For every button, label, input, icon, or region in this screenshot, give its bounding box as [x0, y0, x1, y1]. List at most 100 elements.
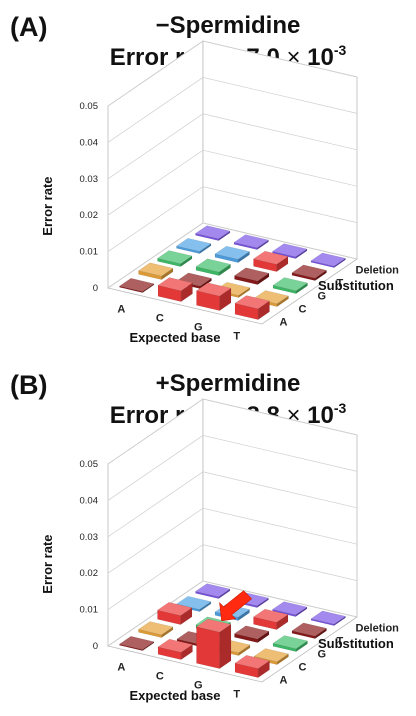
gridline [107, 471, 358, 538]
bar-C-A [157, 638, 193, 660]
bar-face [176, 237, 212, 252]
bar-face [157, 250, 193, 264]
bar-face [234, 655, 270, 669]
bar-A-A [119, 278, 155, 293]
y-category-label: G [318, 291, 327, 303]
bar-T-G [272, 277, 308, 294]
bar-G-G [234, 267, 270, 285]
bar-face [119, 278, 155, 292]
bar-face [176, 595, 212, 610]
bar-T-A [234, 655, 270, 678]
bar-face [138, 262, 174, 277]
bar-face [196, 618, 232, 633]
gridline [107, 222, 358, 289]
bar-G-T [253, 608, 289, 630]
y-category-label: C [299, 662, 307, 674]
y-category-label: Deletion [356, 623, 400, 635]
bar-C-T [214, 245, 250, 263]
bar-A-G [157, 602, 193, 625]
gridline [107, 507, 358, 574]
x-axis-label: Expected base [129, 688, 220, 703]
bar-T-Deletion [310, 252, 346, 268]
gridline [107, 113, 358, 180]
x-category-label: G [194, 680, 203, 692]
z-axis-label: Error rate [40, 176, 55, 235]
bar-face [157, 602, 193, 616]
panel-label: (B) [10, 370, 48, 400]
z-tick-label: 0 [93, 283, 98, 294]
bar-face [196, 626, 220, 669]
x-category-label: A [117, 304, 125, 316]
z-tick-label: 0.03 [80, 174, 99, 185]
bar-face [310, 610, 346, 625]
x-category-label: T [233, 689, 240, 701]
bar-face [195, 258, 231, 273]
z-tick-label: 0.05 [80, 101, 99, 112]
y-category-label: G [318, 649, 327, 661]
gridline [107, 398, 358, 465]
subtitle-exp: -3 [333, 42, 347, 58]
bar-face [253, 250, 289, 265]
z-tick-label: 0.02 [80, 568, 99, 579]
bar-face [195, 225, 231, 240]
bar-A-Deletion [195, 583, 231, 599]
x-category-label: C [156, 671, 164, 683]
panel-b: (B) +Spermidine Error rate = 8.8 × 10-3 … [0, 358, 416, 716]
z-tick-label: 0.04 [80, 495, 99, 506]
bar-face [272, 601, 308, 616]
x-axis-label: Expected base [129, 330, 220, 345]
bar-face [195, 583, 231, 598]
bar-G-Deletion [272, 601, 308, 617]
bar-A-C [138, 621, 174, 638]
bar-face [272, 243, 308, 258]
bar-face [214, 245, 250, 260]
bar-G-A [196, 618, 232, 669]
back-wall [202, 398, 358, 618]
bar-face [291, 264, 327, 279]
highlight-arrow-icon [219, 590, 253, 622]
bar-face [253, 608, 289, 623]
bar-face [234, 625, 270, 640]
back-wall [202, 40, 358, 260]
bar-face [233, 234, 269, 249]
bar-A-T [176, 237, 212, 254]
bar-T-A [234, 295, 270, 320]
bar-T-Deletion [310, 610, 346, 626]
z-tick-label: 0.02 [80, 210, 99, 221]
bar3d-chart-b: 00.010.020.030.040.05ACGTACGTDeletionErr… [40, 398, 400, 703]
bar-face [291, 622, 327, 637]
bar-A-C [138, 262, 174, 280]
gridline [107, 435, 358, 501]
y-category-label: A [280, 675, 288, 687]
bar-G-A [196, 282, 232, 311]
bar-C-G [195, 258, 231, 276]
y-axis-label: Substitution [318, 636, 394, 651]
y-category-label: C [299, 304, 307, 316]
panel-label: (A) [10, 12, 48, 42]
z-tick-label: 0.01 [80, 247, 99, 258]
bar-face [310, 252, 346, 267]
gridline [107, 186, 358, 252]
bar-face [253, 648, 289, 662]
gridline [107, 77, 358, 143]
bar-A-A [119, 636, 155, 651]
bar-G-T [253, 250, 289, 272]
bar-C-Deletion [233, 234, 269, 250]
bar-face [272, 277, 308, 291]
z-tick-label: 0.04 [80, 137, 99, 148]
bar-face [157, 277, 193, 291]
bar-G-Deletion [272, 243, 308, 259]
bar-C-A [157, 277, 193, 302]
z-axis-label: Error rate [40, 534, 55, 593]
y-category-label: Deletion [356, 265, 400, 277]
z-tick-label: 0 [93, 641, 98, 652]
y-category-label: T [337, 636, 344, 648]
bar-face [157, 638, 193, 653]
x-category-label: G [194, 322, 203, 334]
bar-T-T [291, 264, 327, 281]
bar-face [119, 636, 155, 650]
panel-a: (A) −Spermidine Error rate = 7.0 × 10-3 … [10, 12, 400, 345]
bar-face [272, 635, 308, 649]
x-category-label: C [156, 313, 164, 325]
gridline [107, 580, 358, 647]
